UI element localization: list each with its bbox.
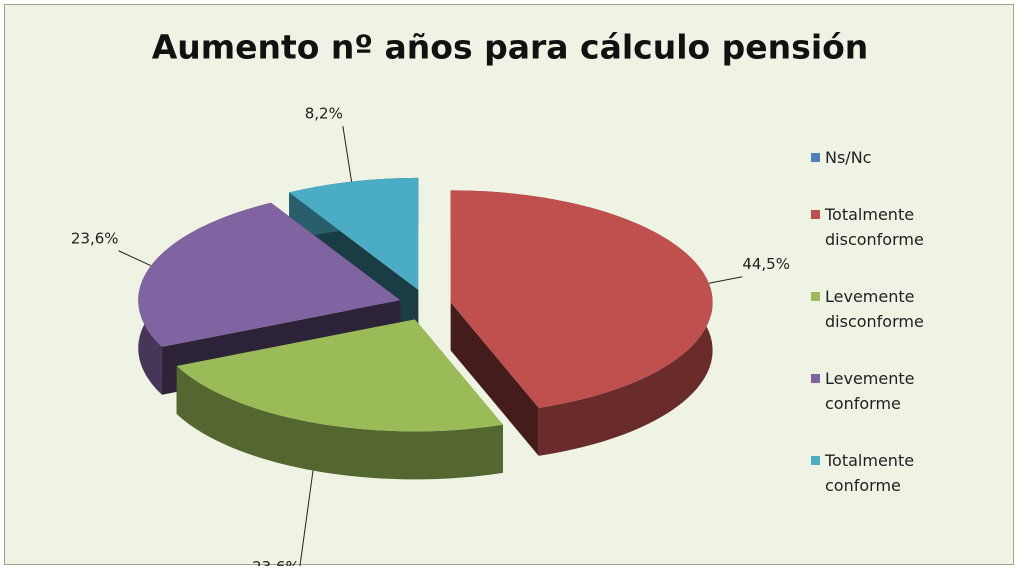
chart: Aumento nº años para cálculo pensión 8,2… bbox=[71, 28, 869, 566]
leader-line bbox=[708, 276, 743, 284]
legend: Ns/Nc Totalmente disconforme Levemente dis… bbox=[811, 145, 981, 530]
chart-title: Aumento nº años para cálculo pensión bbox=[152, 28, 869, 67]
slice-top bbox=[450, 190, 713, 408]
legend-label: Levemente disconforme bbox=[825, 287, 924, 331]
data-label: 23,6% bbox=[252, 558, 300, 566]
legend-entry: Levemente conforme bbox=[811, 366, 950, 416]
legend-entry: Totalmente conforme bbox=[811, 448, 950, 498]
legend-swatch bbox=[811, 374, 820, 383]
legend-label: Totalmente disconforme bbox=[825, 205, 924, 249]
slice-side bbox=[450, 302, 539, 456]
legend-label: Levemente conforme bbox=[825, 369, 915, 413]
legend-swatch bbox=[811, 153, 820, 162]
leader-line bbox=[299, 470, 314, 566]
legend-entry: Ns/Nc bbox=[811, 145, 981, 170]
slice-top bbox=[176, 319, 503, 432]
slice-top bbox=[289, 177, 419, 290]
leader-line bbox=[342, 125, 353, 182]
chart-frame: Aumento nº años para cálculo pensión 8,2… bbox=[4, 4, 1014, 566]
data-label: 8,2% bbox=[305, 105, 343, 123]
legend-swatch bbox=[811, 292, 820, 301]
slice bbox=[176, 319, 503, 480]
legend-swatch bbox=[811, 210, 820, 219]
legend-label: Totalmente conforme bbox=[825, 451, 915, 495]
legend-label: Ns/Nc bbox=[825, 148, 872, 167]
data-label: 23,6% bbox=[71, 229, 119, 247]
legend-entry: Totalmente disconforme bbox=[811, 202, 950, 252]
legend-swatch bbox=[811, 456, 820, 465]
slice-wall bbox=[176, 365, 503, 480]
legend-entry: Levemente disconforme bbox=[811, 284, 950, 334]
slice bbox=[450, 190, 713, 456]
leader-line bbox=[118, 250, 152, 267]
data-label: 44,5% bbox=[742, 255, 790, 273]
slice-top bbox=[138, 202, 401, 347]
